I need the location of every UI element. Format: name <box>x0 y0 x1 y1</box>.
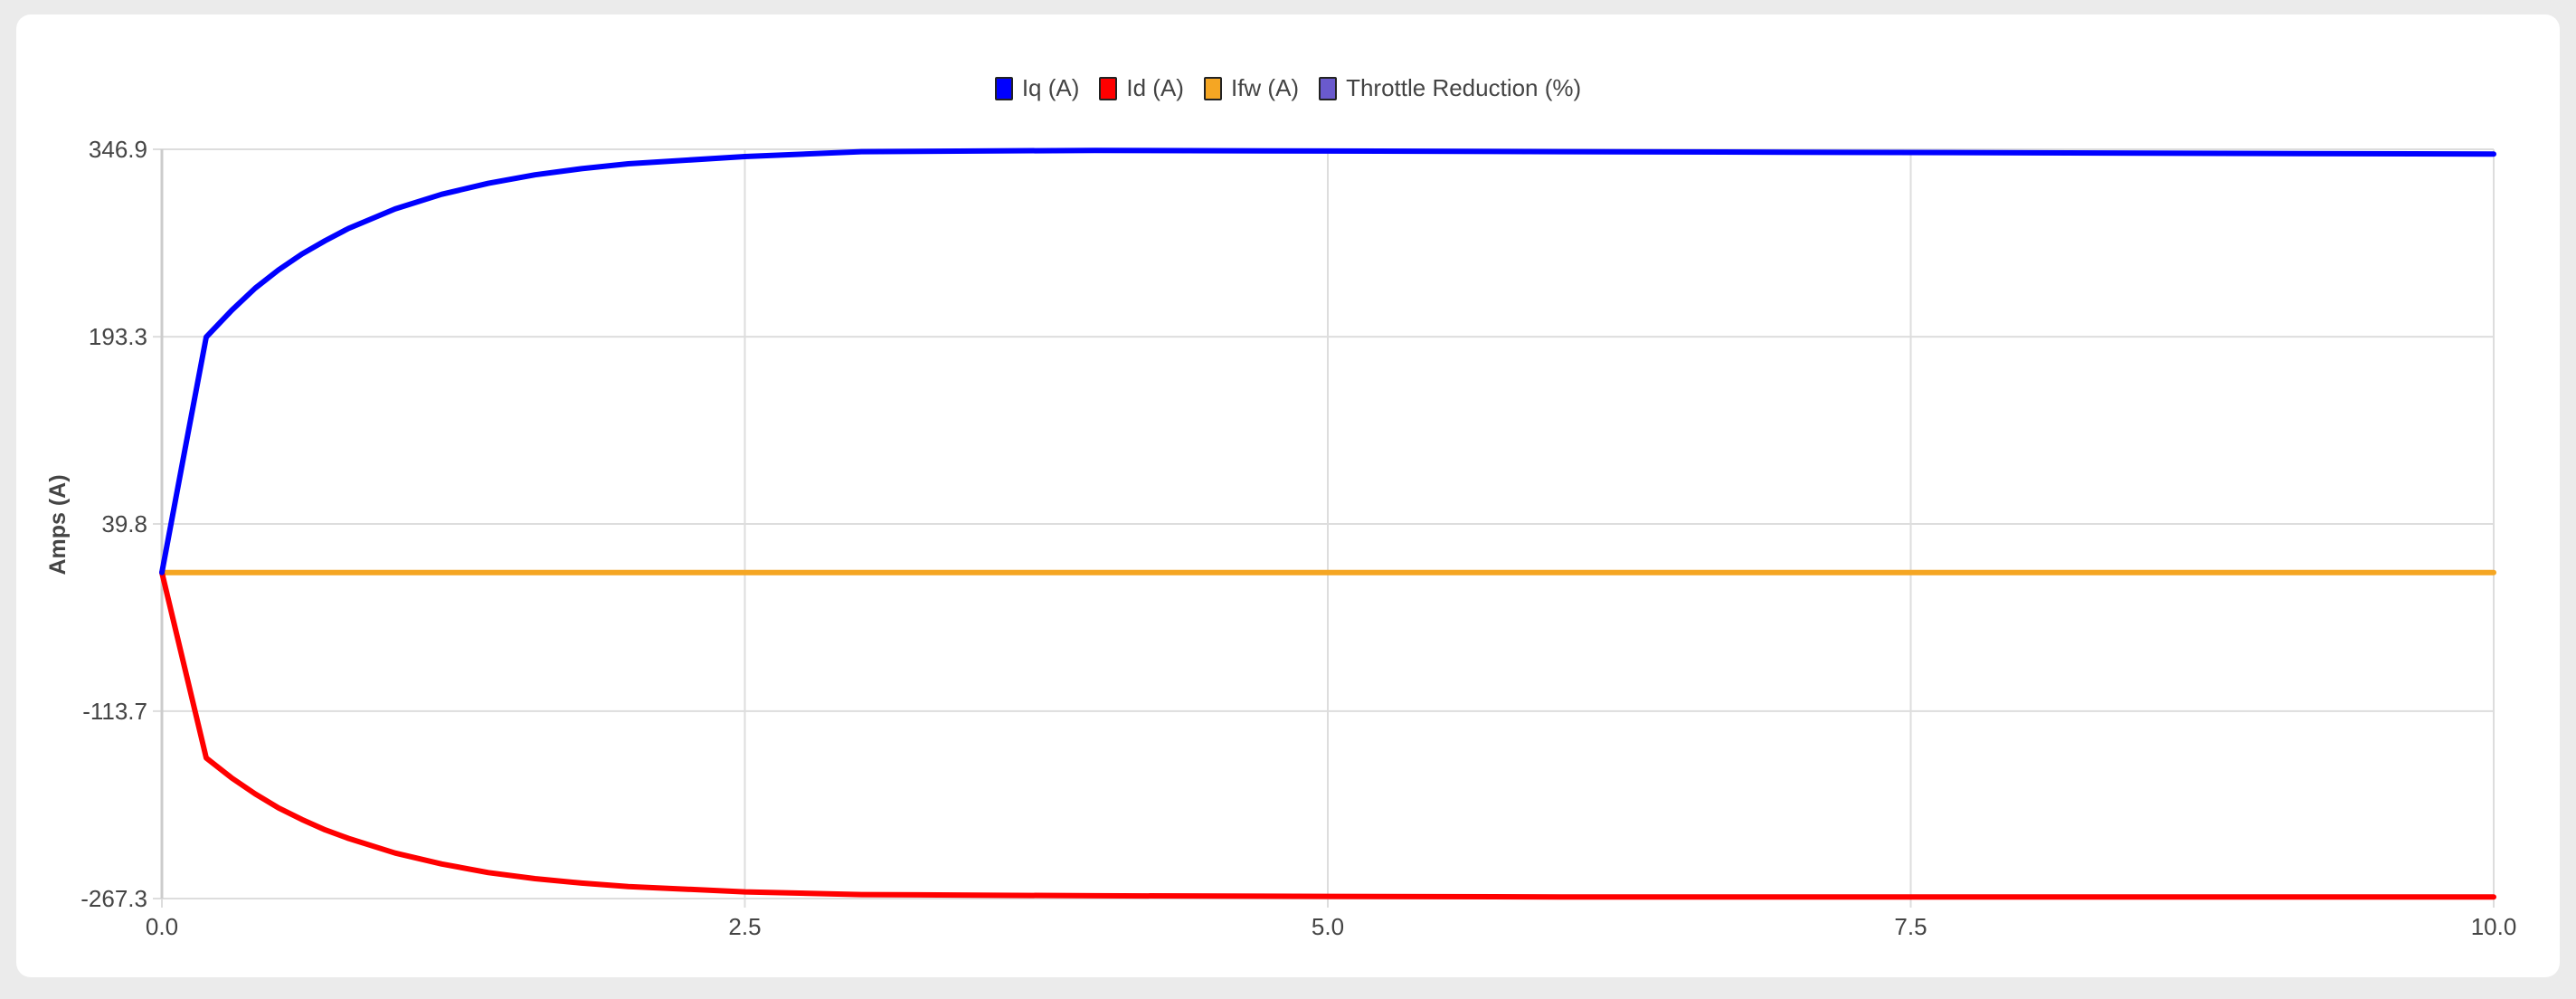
legend-label: Ifw (A) <box>1230 74 1300 101</box>
x-tick-label: 7.5 <box>1894 913 1927 940</box>
x-tick-label: 0.0 <box>146 913 178 940</box>
legend-label: Iq (A) <box>1021 74 1080 101</box>
legend: Iq (A) Id (A) Ifw (A) Throttle Reduction… <box>0 74 2576 102</box>
legend-item-ifw[interactable]: Ifw (A) <box>1203 74 1300 102</box>
legend-label: Id (A) <box>1126 74 1184 101</box>
series-line-iq <box>159 147 2496 576</box>
legend-item-iq[interactable]: Iq (A) <box>994 74 1080 102</box>
x-tick-label: 2.5 <box>728 913 761 940</box>
legend-swatch <box>994 76 1013 100</box>
chart-card <box>16 14 2560 977</box>
legend-swatch <box>1203 76 1222 100</box>
x-tick-label: 10.0 <box>2471 913 2517 940</box>
legend-swatch <box>1099 76 1118 100</box>
y-axis-label: Amps (A) <box>45 474 71 575</box>
y-tick-label: 346.9 <box>89 136 147 163</box>
legend-item-id[interactable]: Id (A) <box>1099 74 1184 102</box>
legend-label: Throttle Reduction (%) <box>1346 74 1582 101</box>
series-line-id <box>159 569 2496 900</box>
y-tick-label: -267.3 <box>80 885 147 912</box>
y-tick-label: 39.8 <box>101 510 147 538</box>
y-tick-label: 193.3 <box>89 323 147 350</box>
legend-item-throttle[interactable]: Throttle Reduction (%) <box>1319 74 1581 102</box>
x-tick-label: 5.0 <box>1312 913 1344 940</box>
y-tick-label: -113.7 <box>82 698 147 725</box>
legend-swatch <box>1319 76 1338 100</box>
